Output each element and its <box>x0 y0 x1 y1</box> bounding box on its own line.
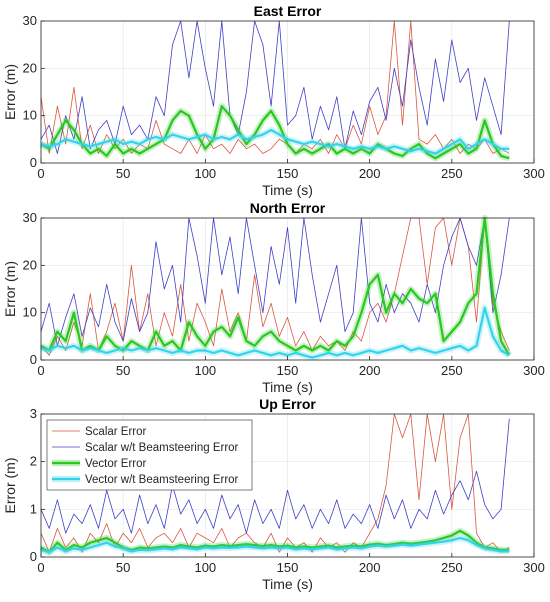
x-tick-label: 150 <box>277 560 299 575</box>
y-tick-label: 20 <box>23 257 37 272</box>
series-line-3 <box>40 529 510 554</box>
y-tick-label: 3 <box>30 406 37 421</box>
x-axis-label: Time (s) <box>262 576 313 592</box>
x-tick-label: 100 <box>194 363 216 378</box>
x-tick-label: 200 <box>359 166 381 181</box>
chart-title: North Error <box>250 200 326 216</box>
y-tick-label: 30 <box>23 210 37 225</box>
legend-entry-label: Vector w/t Beamsteering Error <box>85 474 239 486</box>
x-tick-label: 250 <box>441 363 463 378</box>
x-tick-label: 150 <box>277 166 299 181</box>
x-tick-label: 250 <box>441 166 463 181</box>
y-tick-label: 1 <box>30 501 37 516</box>
x-tick-label: 0 <box>37 363 44 378</box>
y-axis-label: Error (m) <box>2 64 18 120</box>
series-line-4 <box>40 128 510 155</box>
legend-entry-label: Scalar w/t Beamsteering Error <box>85 442 239 454</box>
x-axis-label: Time (s) <box>262 379 313 395</box>
x-tick-label: 50 <box>116 560 130 575</box>
x-tick-label: 50 <box>116 166 130 181</box>
chart-panel-2: 0 50 100 150 200 250 300 0 10 20 30 North Error Time… <box>2 200 545 395</box>
series-line-1 <box>40 413 510 553</box>
series-line-3 <box>40 105 510 160</box>
chart-title: Up Error <box>259 396 316 412</box>
x-tick-label: 300 <box>523 560 545 575</box>
legend-entry-label: Scalar Error <box>85 426 147 438</box>
series-line-1 <box>40 217 510 356</box>
x-tick-label: 300 <box>523 363 545 378</box>
y-tick-label: 0 <box>30 155 37 170</box>
series-line-2 <box>40 20 510 154</box>
x-tick-label: 100 <box>194 166 216 181</box>
x-tick-label: 50 <box>116 363 130 378</box>
x-tick-label: 0 <box>37 166 44 181</box>
y-tick-label: 2 <box>30 454 37 469</box>
x-tick-label: 200 <box>359 560 381 575</box>
y-axis-label: Error (m) <box>2 458 18 514</box>
x-tick-label: 300 <box>523 166 545 181</box>
y-axis-label: Error (m) <box>2 261 18 317</box>
chart-title: East Error <box>254 3 322 19</box>
y-tick-label: 30 <box>23 13 37 28</box>
y-tick-label: 10 <box>23 108 37 123</box>
series-line-1 <box>40 20 510 154</box>
y-tick-label: 20 <box>23 60 37 75</box>
x-tick-label: 200 <box>359 363 381 378</box>
y-tick-label: 0 <box>30 352 37 367</box>
series-line-2 <box>40 418 510 534</box>
legend-box <box>46 419 253 491</box>
chart-panel-1: 0 50 100 150 200 250 300 0 10 20 30 East Error Time … <box>2 3 545 198</box>
y-tick-label: 0 <box>30 549 37 564</box>
chart-panel-3: 0 50 100 150 200 250 300 0 1 2 3 Up Error Time (s) Er… <box>2 396 545 592</box>
series-line-3 <box>40 216 511 356</box>
legend-entry-label: Vector Error <box>85 458 147 470</box>
x-axis-label: Time (s) <box>262 182 313 198</box>
x-tick-label: 250 <box>441 560 463 575</box>
series-line-4 <box>40 306 510 359</box>
series-line-4 <box>40 536 510 554</box>
x-tick-label: 150 <box>277 363 299 378</box>
x-tick-label: 0 <box>37 560 44 575</box>
y-tick-label: 10 <box>23 305 37 320</box>
x-tick-label: 100 <box>194 560 216 575</box>
legend: Scalar Error Scalar w/t Beamsteering Erro… <box>46 419 253 491</box>
